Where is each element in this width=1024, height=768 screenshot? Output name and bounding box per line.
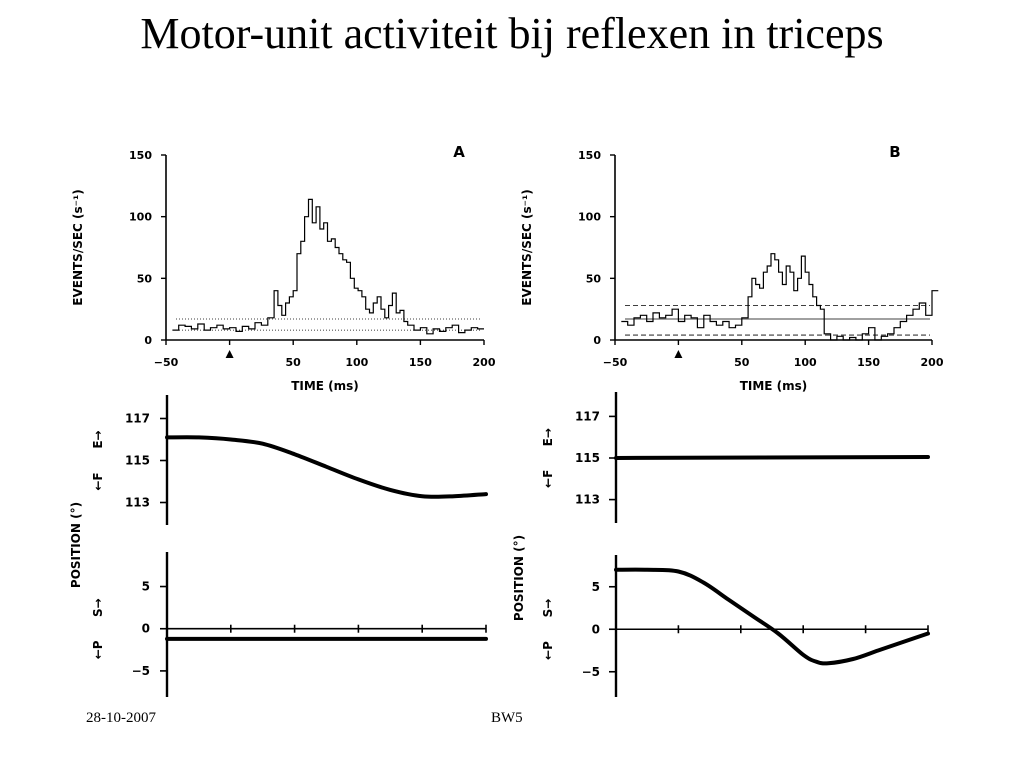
footer-date: 28-10-2007 xyxy=(86,710,156,726)
hist-b-x-tick-label: 150 xyxy=(857,356,880,369)
vel-b-trace xyxy=(614,567,930,666)
vel-b-direction-label-top: S→ xyxy=(541,599,555,618)
hist-b-y-tick-label: 50 xyxy=(586,272,602,285)
hist-a-y-tick-label: 0 xyxy=(144,334,152,347)
hist-a-stimulus-marker xyxy=(225,350,234,358)
pos-a-y-tick-label: 113 xyxy=(125,496,150,510)
hist-a-panel-letter: A xyxy=(453,143,465,161)
vel-a-direction-label-top: S→ xyxy=(91,598,105,617)
hist-b-histogram-series xyxy=(621,253,939,341)
hist-b-y-tick-label: 100 xyxy=(578,211,601,224)
vel-a-y-tick-label: 5 xyxy=(142,580,150,594)
vel-b-y-tick-label: 0 xyxy=(592,622,600,636)
hist-a-y-tick-label: 100 xyxy=(129,211,152,224)
hist-a-x-tick-label: 50 xyxy=(286,356,302,369)
hist-b-x-tick-label: 100 xyxy=(794,356,817,369)
vel-a-y-tick-label: 0 xyxy=(142,622,150,636)
hist-a-x-tick-label: −50 xyxy=(154,356,179,369)
hist-a-y-tick-label: 50 xyxy=(137,272,153,285)
pos-a-direction-label-bottom: ←F xyxy=(91,472,105,490)
hist-b-panel-letter: B xyxy=(889,143,900,161)
hist-a-x-tick-label: 100 xyxy=(345,356,368,369)
hist-b-x-tick-label: 200 xyxy=(921,356,944,369)
pos-a-trace xyxy=(165,435,488,499)
hist-b-x-tick-label: −50 xyxy=(603,356,628,369)
hist-b-stimulus-marker xyxy=(674,350,683,358)
footer-code: BW5 xyxy=(491,710,523,726)
pos-b-y-tick-label: 115 xyxy=(575,451,600,465)
hist-b-y-tick-label: 150 xyxy=(578,149,601,162)
hist-b-x-tick-label: 50 xyxy=(734,356,750,369)
hist-a-x-label: TIME (ms) xyxy=(291,379,359,393)
pos-b-direction-label-bottom: ←F xyxy=(541,470,555,488)
hist-a-x-tick-label: 200 xyxy=(473,356,496,369)
slide-title: Motor-unit activiteit bij reflexen in tr… xyxy=(140,9,884,58)
vel-a-direction-label-bottom: ←P xyxy=(91,640,105,659)
pos-b-trace xyxy=(614,454,930,460)
hist-b-x-label: TIME (ms) xyxy=(740,379,808,393)
pos-b-direction-label-top: E→ xyxy=(541,428,555,446)
pos-b-y-tick-label: 113 xyxy=(575,493,600,507)
vel-b-y-tick-label: −5 xyxy=(582,665,600,679)
pos-b-y-tick-label: 117 xyxy=(575,409,600,423)
hist-a-y-tick-label: 150 xyxy=(129,149,152,162)
position-label-a: POSITION (°) xyxy=(69,502,83,588)
pos-a-y-tick-label: 117 xyxy=(125,412,150,426)
vel-b-direction-label-bottom: ←P xyxy=(541,641,555,660)
hist-a-y-label: EVENTS/SEC (s⁻¹) xyxy=(71,189,85,305)
hist-b-y-tick-label: 0 xyxy=(593,334,601,347)
vel-b-y-tick-label: 5 xyxy=(592,580,600,594)
vel-a-y-tick-label: −5 xyxy=(132,664,150,678)
position-label-b: POSITION (°) xyxy=(512,535,526,621)
pos-a-y-tick-label: 115 xyxy=(125,454,150,468)
pos-a-direction-label-top: E→ xyxy=(91,430,105,448)
hist-b-y-label: EVENTS/SEC (s⁻¹) xyxy=(520,189,534,305)
hist-a-histogram-series xyxy=(172,198,484,335)
hist-a-x-tick-label: 150 xyxy=(409,356,432,369)
